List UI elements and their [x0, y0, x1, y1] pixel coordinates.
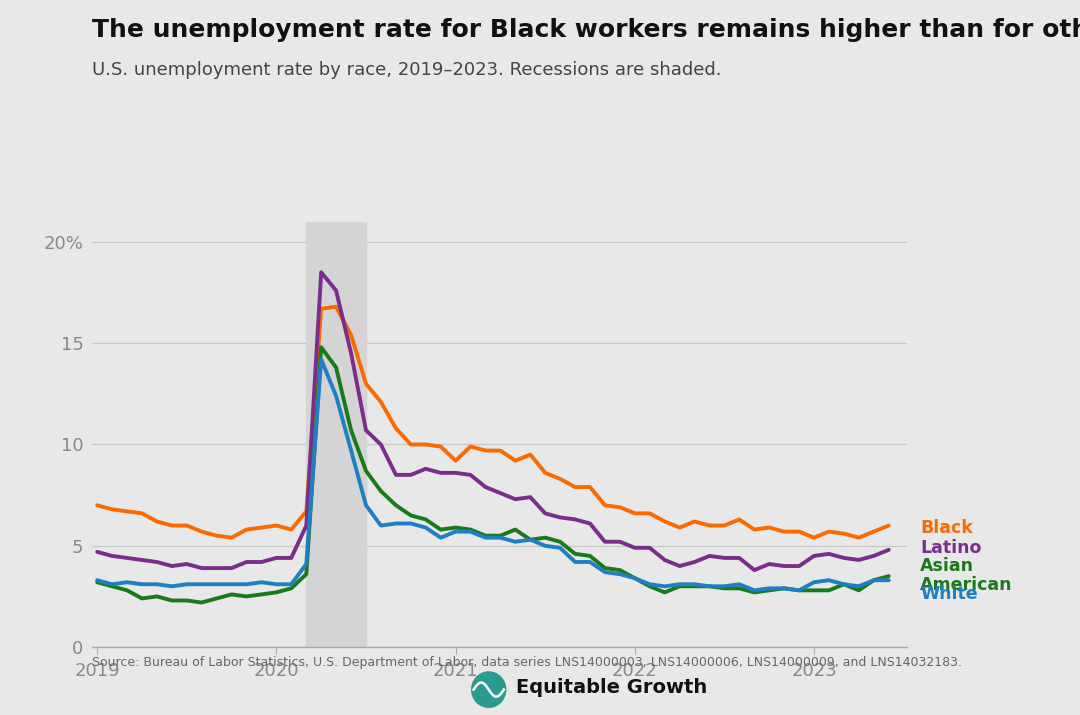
Text: White: White [920, 586, 977, 603]
Circle shape [472, 672, 505, 707]
Text: The unemployment rate for Black workers remains higher than for other groups: The unemployment rate for Black workers … [92, 18, 1080, 42]
Text: Equitable Growth: Equitable Growth [516, 679, 707, 697]
Bar [307, 222, 366, 647]
Text: Asian
American: Asian American [920, 557, 1013, 593]
Text: U.S. unemployment rate by race, 2019–2023. Recessions are shaded.: U.S. unemployment rate by race, 2019–202… [92, 61, 721, 79]
Text: Source: Bureau of Labor Statistics, U.S. Department of Labor, data series LNS140: Source: Bureau of Labor Statistics, U.S.… [92, 656, 962, 669]
Text: Latino: Latino [920, 539, 982, 557]
Text: Black: Black [920, 518, 973, 536]
